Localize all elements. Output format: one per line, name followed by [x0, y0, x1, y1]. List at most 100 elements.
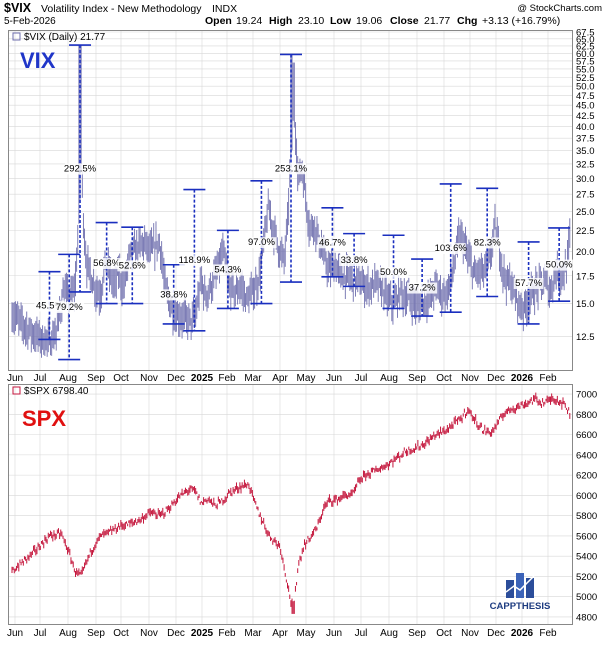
vix-legend-swatch: [12, 32, 21, 41]
vix-y-tick-label: 32.5: [576, 159, 595, 170]
vix-move-label: 54.3%: [214, 264, 241, 275]
vix-y-tick-label: 37.5: [576, 134, 595, 145]
logo-bar-2: [516, 573, 524, 598]
close-label: Close: [390, 15, 419, 27]
vix-panel: 45.5%79.2% 292.5% 56.8%52.6% 38.8% 118.9%54.…: [8, 28, 595, 371]
x-tick-label-bottom: Feb: [539, 628, 557, 639]
x-tick-label-bottom: Mar: [244, 628, 262, 639]
spx-legend-swatch: [12, 386, 21, 395]
x-tick-label-top: Jul: [355, 373, 368, 384]
vix-move-label-bg: [34, 300, 65, 312]
x-axis-top: Jun Jul Aug Sep Oct Nov Dec 2025 Feb Mar Apr May Jun…: [7, 373, 557, 384]
x-tick-label-bottom: 2026: [511, 628, 534, 639]
vix-move-label: 45.5%: [36, 301, 63, 312]
vix-move-label-bg: [339, 255, 370, 267]
x-tick-label-top: Aug: [380, 373, 398, 384]
vix-y-tick-label: 20.0: [576, 247, 595, 258]
vix-move-label-bg: [158, 289, 189, 301]
vix-y-axis: 12.5 15.0 17.5 20.0 22.5 25.0 27.5 30.0 32.5 35.0…: [576, 28, 595, 344]
x-tick-label-bottom: Jul: [34, 628, 47, 639]
x-tick-label-bottom: Oct: [113, 628, 129, 639]
vix-y-tick-label: 50.0: [576, 82, 595, 93]
vix-y-tick-label: 27.5: [576, 190, 595, 201]
logo-bar-3: [526, 578, 534, 598]
vix-move-label-bg: [54, 301, 85, 313]
x-tick-label-bottom: Jun: [326, 628, 342, 639]
x-tick-label-bottom: 2025: [191, 628, 214, 639]
vix-y-tick-label: 42.5: [576, 111, 595, 122]
vix-move-label: 57.7%: [515, 278, 542, 289]
spx-price-bars: [11, 392, 571, 614]
x-tick-label-top: Feb: [539, 373, 557, 384]
low-value: 19.06: [356, 15, 382, 27]
vix-y-tick-label: 25.0: [576, 207, 595, 218]
vix-y-tick-label: 62.5: [576, 41, 595, 52]
vix-move-label: 33.8%: [341, 255, 368, 266]
vix-move-label: 50.0%: [546, 260, 573, 271]
vix-y-tick-label: 15.0: [576, 299, 595, 310]
cappthesis-logo: CAPPTHESIS: [490, 573, 551, 612]
spx-y-tick-label: 6200: [576, 471, 597, 482]
vix-move-label: 52.6%: [119, 260, 146, 271]
x-tick-label-bottom: Feb: [218, 628, 236, 639]
x-tick-label-top: Jun: [326, 373, 342, 384]
vix-move-label: 82.3%: [474, 237, 501, 248]
vix-move-label-bg: [407, 282, 438, 294]
vix-y-tick-label: 22.5: [576, 226, 595, 237]
spx-y-axis: 4800 5000 5200 5400 5600 5800 6000 6200 6400 6600…: [576, 390, 597, 624]
vix-move-label: 79.2%: [56, 302, 83, 313]
vix-move-label-bg: [472, 237, 503, 249]
vix-move-label: 56.8%: [93, 258, 120, 269]
spx-legend-text: $SPX 6798.40: [24, 386, 89, 397]
symbol: $VIX: [4, 1, 32, 15]
x-tick-label-top: Jul: [34, 373, 47, 384]
vix-move-label: 46.7%: [319, 237, 346, 248]
spx-legend: $SPX 6798.40: [12, 386, 89, 397]
logo-text: CAPPTHESIS: [490, 601, 551, 612]
x-tick-label-bottom: Aug: [59, 628, 77, 639]
vix-y-tick-label: 67.5: [576, 28, 595, 39]
vix-move-label: 38.8%: [160, 289, 187, 300]
close-value: 21.77: [424, 15, 450, 27]
vix-y-tick-label: 47.5: [576, 91, 595, 102]
x-tick-label-top: Nov: [461, 373, 479, 384]
high-label: High: [269, 15, 292, 27]
low-label: Low: [330, 15, 352, 27]
x-tick-label-bottom: Dec: [487, 628, 505, 639]
vix-y-tick-label: 17.5: [576, 271, 595, 282]
vix-move-label-bg: [276, 163, 306, 175]
spx-y-tick-label: 5800: [576, 511, 597, 522]
vix-y-tick-label: 60.0: [576, 49, 595, 60]
spx-plot-frame: [8, 384, 573, 625]
open-value: 19.24: [236, 15, 262, 27]
vix-y-tick-label: 35.0: [576, 146, 595, 157]
exchange: INDX: [212, 3, 237, 15]
high-value: 23.10: [298, 15, 324, 27]
vix-move-label-bg: [378, 266, 409, 278]
spx-y-tick-label: 4800: [576, 612, 597, 623]
vix-move-label: 50.0%: [380, 267, 407, 278]
spx-panel-title: SPX: [22, 406, 66, 431]
logo-trend-line: [505, 575, 535, 593]
vix-move-label-bg: [317, 237, 348, 249]
x-tick-label-top: 2025: [191, 373, 214, 384]
spx-y-tick-label: 6400: [576, 450, 597, 461]
x-tick-label-bottom: Apr: [272, 628, 288, 639]
spx-y-tick-label: 6000: [576, 491, 597, 502]
x-tick-label-bottom: Nov: [461, 628, 479, 639]
watermark: @ StockCharts.com: [517, 3, 602, 14]
spx-y-tick-label: 5400: [576, 552, 597, 563]
vix-move-label-bg: [65, 163, 96, 175]
vix-y-tick-label: 12.5: [576, 332, 595, 343]
vix-move-label: 37.2%: [409, 283, 436, 294]
x-tick-label-top: Aug: [59, 373, 77, 384]
vix-move-label: 118.9%: [179, 255, 211, 266]
x-tick-label-bottom: Oct: [436, 628, 452, 639]
vix-panel-title: VIX: [20, 48, 56, 73]
spx-y-tick-label: 6800: [576, 410, 597, 421]
vix-move-label-bg: [117, 260, 148, 272]
x-tick-label-bottom: Jun: [7, 628, 23, 639]
vix-move-label: 253.1%: [275, 163, 308, 174]
vix-move-label-bg: [179, 255, 210, 267]
